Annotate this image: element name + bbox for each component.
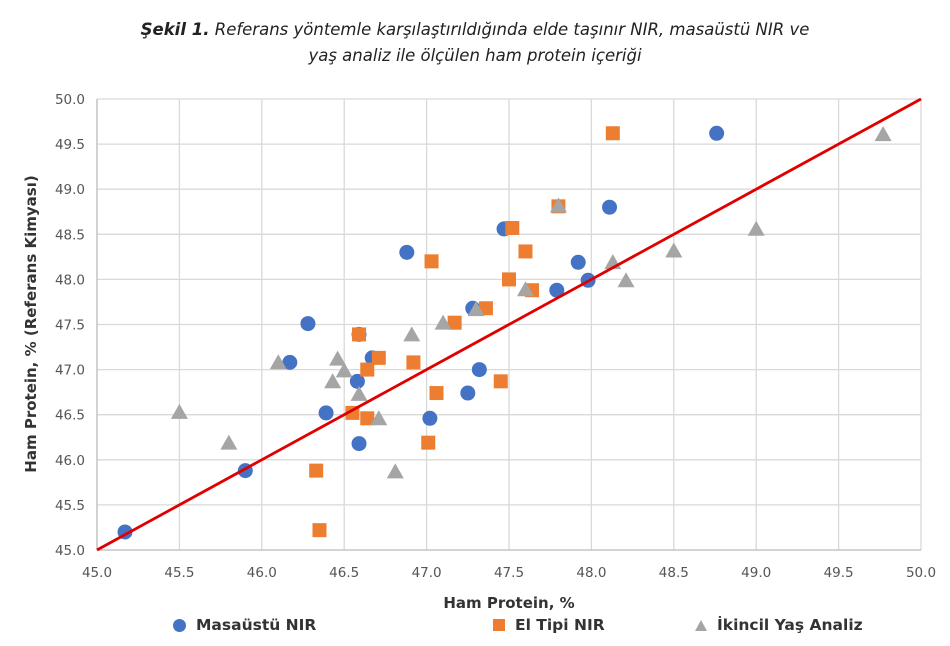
x-tick-label: 46.5 bbox=[329, 565, 359, 581]
x-tick-label: 49.0 bbox=[741, 565, 771, 581]
x-tick-label: 48.5 bbox=[659, 565, 689, 581]
legend-triangle-icon bbox=[695, 619, 707, 631]
data-point-triangle bbox=[324, 373, 342, 389]
data-point-square bbox=[518, 244, 533, 259]
y-tick-label: 46.0 bbox=[55, 453, 85, 469]
x-tick-label: 45.0 bbox=[82, 565, 112, 581]
data-point-circle bbox=[709, 125, 725, 141]
legend-label: İkincil Yaş Analiz bbox=[717, 616, 863, 634]
y-tick-label: 48.0 bbox=[55, 272, 85, 288]
data-point-square bbox=[312, 523, 327, 538]
data-point-square bbox=[371, 350, 386, 365]
data-point-circle bbox=[399, 244, 415, 260]
data-point-square bbox=[424, 254, 439, 269]
y-axis-title: Ham Protein, % (Referans Kimyası) bbox=[22, 175, 40, 472]
data-point-triangle bbox=[467, 301, 485, 317]
data-point-triangle bbox=[516, 281, 534, 297]
data-point-triangle bbox=[269, 354, 287, 370]
data-point-square bbox=[478, 301, 493, 316]
y-tick-label: 48.5 bbox=[55, 227, 85, 243]
data-point-triangle bbox=[874, 126, 892, 142]
data-point-triangle bbox=[434, 314, 452, 330]
data-point-triangle bbox=[170, 403, 188, 419]
data-point-circle bbox=[471, 362, 487, 378]
data-point-square bbox=[352, 327, 367, 342]
data-point-circle bbox=[300, 316, 316, 332]
data-point-square bbox=[360, 411, 375, 426]
x-axis-ticks: 45.0 45.5 46.0 46.5 47.0 47.5 48.0 48.5 49.0 49.5… bbox=[82, 565, 936, 581]
y-tick-label: 49.0 bbox=[55, 182, 85, 198]
data-point-circle bbox=[570, 254, 586, 270]
reference-line bbox=[96, 97, 922, 552]
series-circle bbox=[117, 125, 725, 540]
x-tick-label: 50.0 bbox=[906, 565, 936, 581]
y-tick-label: 46.5 bbox=[55, 408, 85, 424]
data-point-circle bbox=[318, 405, 334, 421]
data-point-circle bbox=[549, 282, 565, 298]
data-point-triangle bbox=[403, 326, 421, 342]
data-point-triangle bbox=[747, 220, 765, 236]
legend-label: Masaüstü NIR bbox=[196, 616, 317, 634]
legend-circle-icon bbox=[173, 618, 186, 632]
figure-caption: Şekil 1. Referans yöntemle karşılaştırıl… bbox=[0, 17, 950, 69]
series-triangle bbox=[170, 126, 892, 479]
y-tick-label: 49.5 bbox=[55, 137, 85, 153]
y-tick-label: 47.0 bbox=[55, 363, 85, 379]
y-tick-label: 50.0 bbox=[55, 92, 85, 108]
legend-label: El Tipi NIR bbox=[515, 616, 605, 634]
data-point-triangle bbox=[335, 362, 353, 378]
gridlines bbox=[96, 98, 922, 551]
legend-item-el-tipi: El Tipi NIR bbox=[493, 616, 605, 634]
y-tick-label: 47.5 bbox=[55, 318, 85, 334]
caption-line-1: Şekil 1. Referans yöntemle karşılaştırıl… bbox=[0, 17, 950, 43]
data-point-circle bbox=[349, 373, 365, 389]
data-point-square bbox=[493, 374, 508, 389]
legend-item-masaustu: Masaüstü NIR bbox=[173, 616, 316, 634]
data-point-square bbox=[429, 386, 444, 401]
y-axis-ticks: 45.0 45.5 46.0 46.5 47.0 47.5 48.0 48.5 49.0 49.5… bbox=[55, 92, 85, 559]
chart-legend: Masaüstü NIR El Tipi NIR İkincil Yaş Ana… bbox=[0, 616, 950, 638]
x-tick-label: 47.0 bbox=[412, 565, 442, 581]
data-point-triangle bbox=[617, 272, 635, 288]
data-point-circle bbox=[282, 354, 298, 370]
caption-text-1: Referans yöntemle karşılaştırıldığında e… bbox=[209, 20, 810, 39]
data-point-square bbox=[421, 435, 436, 450]
series-square bbox=[309, 126, 620, 538]
data-point-triangle bbox=[329, 350, 347, 366]
data-point-square bbox=[505, 220, 520, 235]
data-point-square bbox=[406, 355, 421, 370]
data-point-circle bbox=[422, 410, 438, 426]
data-point-circle bbox=[602, 199, 618, 215]
x-tick-label: 48.0 bbox=[576, 565, 606, 581]
reference-line-group bbox=[96, 97, 922, 552]
data-point-circle bbox=[460, 385, 476, 401]
data-point-triangle bbox=[220, 434, 238, 450]
caption-line-2: yaş analiz ile ölçülen ham protein içeri… bbox=[308, 46, 642, 65]
data-point-square bbox=[502, 272, 516, 287]
data-point-square bbox=[605, 126, 620, 141]
x-axis-title: Ham Protein, % bbox=[443, 594, 574, 612]
x-tick-label: 46.0 bbox=[247, 565, 277, 581]
data-point-triangle bbox=[350, 385, 368, 401]
data-point-circle bbox=[351, 436, 367, 452]
y-tick-label: 45.5 bbox=[55, 498, 85, 514]
legend-item-ikincil: İkincil Yaş Analiz bbox=[695, 616, 863, 634]
data-point-triangle bbox=[549, 197, 567, 213]
data-point-square bbox=[447, 315, 462, 330]
x-tick-label: 47.5 bbox=[494, 565, 524, 581]
data-point-square bbox=[309, 463, 324, 478]
legend-square-icon bbox=[493, 619, 505, 631]
data-point-triangle bbox=[370, 410, 388, 426]
data-point-square bbox=[360, 362, 375, 377]
y-tick-label: 45.0 bbox=[55, 543, 85, 559]
data-points bbox=[117, 125, 892, 540]
figure-label: Şekil 1. bbox=[140, 20, 210, 39]
data-point-triangle bbox=[665, 242, 683, 258]
data-point-triangle bbox=[386, 463, 404, 479]
x-tick-label: 45.5 bbox=[164, 565, 194, 581]
x-tick-label: 49.5 bbox=[824, 565, 854, 581]
